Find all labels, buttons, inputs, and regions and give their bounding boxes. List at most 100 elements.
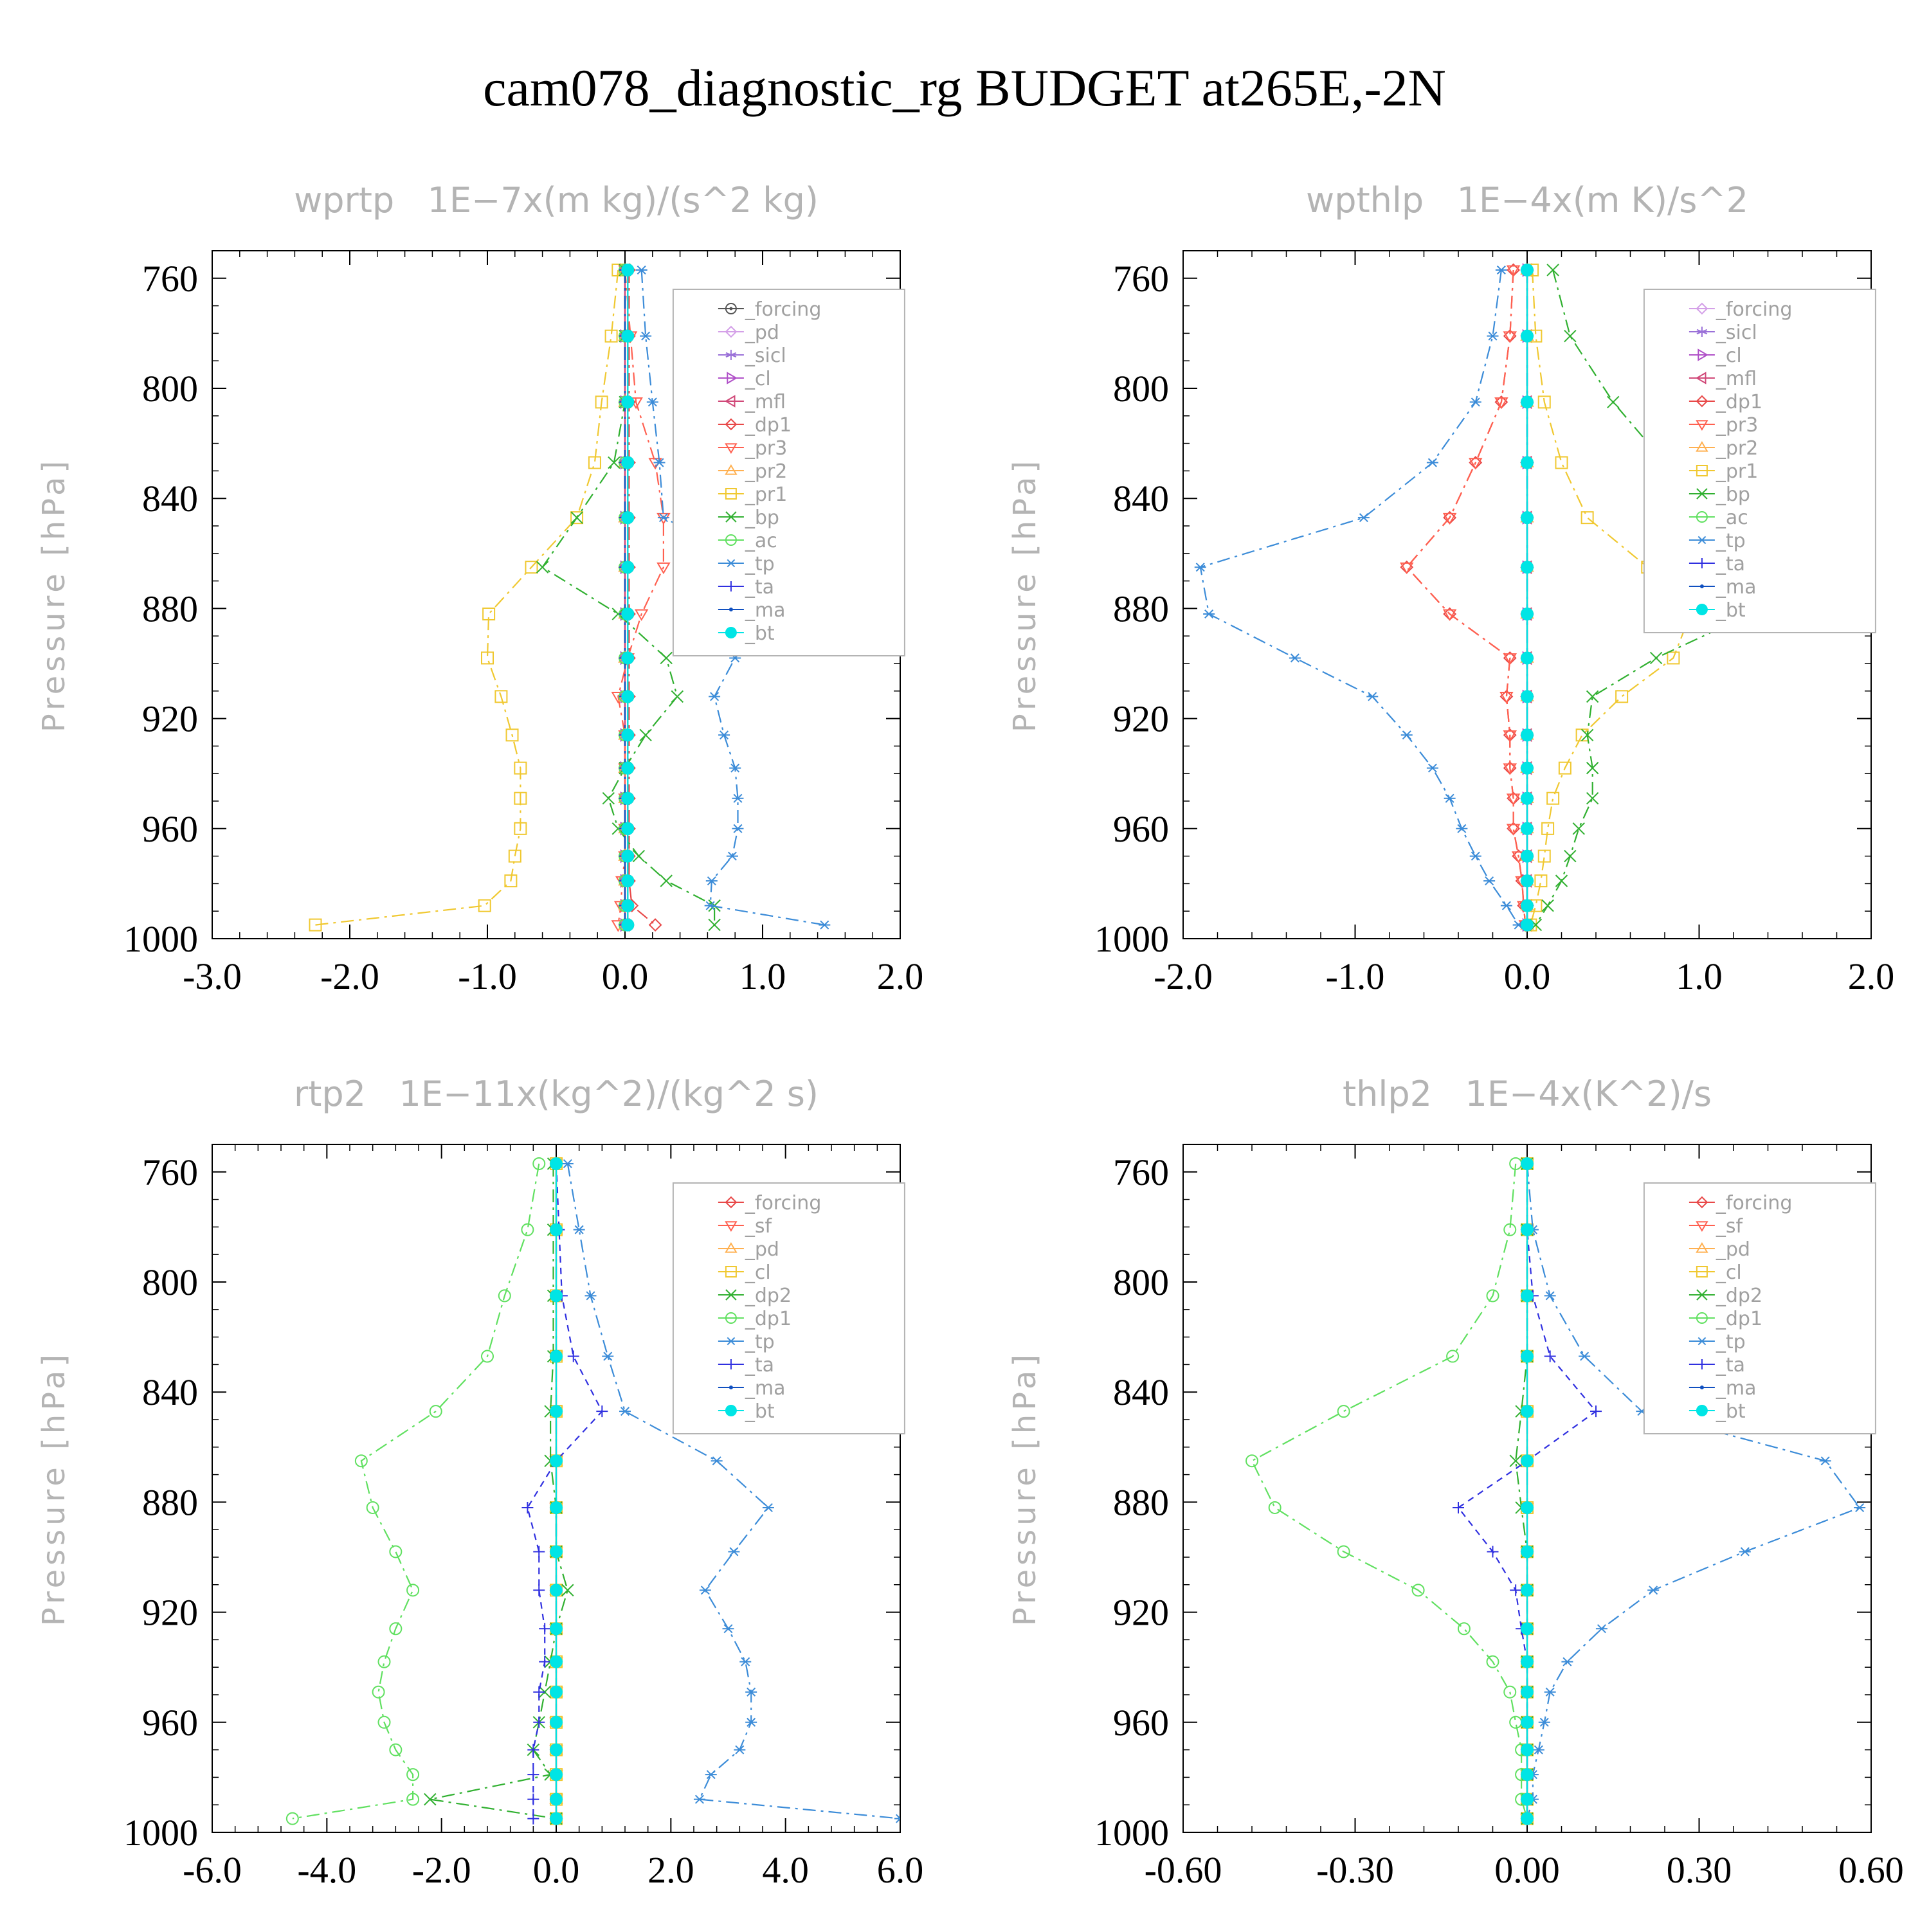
series-line bbox=[1251, 1163, 1528, 1819]
legend-box bbox=[672, 289, 905, 656]
data-point bbox=[1537, 395, 1551, 409]
legend-item: _ta bbox=[718, 1354, 774, 1377]
data-point bbox=[1453, 1501, 1464, 1513]
legend-item: _dp2 bbox=[718, 1285, 792, 1307]
legend-marker bbox=[1696, 488, 1708, 500]
legend-label: _bp bbox=[1716, 483, 1750, 506]
data-point bbox=[527, 1793, 539, 1805]
data-point bbox=[621, 899, 635, 912]
y-tick-label: 800 bbox=[142, 368, 198, 410]
data-point bbox=[1487, 331, 1499, 341]
y-tick-label: 880 bbox=[142, 588, 198, 629]
data-point bbox=[309, 918, 322, 932]
data-point bbox=[1647, 1585, 1660, 1595]
data-point bbox=[550, 1545, 563, 1558]
legend-item: _sf bbox=[1689, 1215, 1744, 1238]
data-point bbox=[1607, 395, 1620, 409]
legend-item: _dp1 bbox=[718, 1308, 792, 1330]
panel-1: wprtp 1E−7x(m kg)/(s^2 kg) Pressure [hPa]… bbox=[36, 180, 923, 997]
x-tick-label: 0.60 bbox=[1838, 1849, 1904, 1891]
data-point bbox=[1544, 1350, 1556, 1362]
data-point bbox=[728, 1547, 740, 1557]
data-point bbox=[611, 822, 625, 835]
legend-item: _mfl bbox=[718, 391, 786, 413]
data-point bbox=[1590, 1405, 1602, 1418]
legend-label: _bt bbox=[745, 1400, 775, 1423]
x-tick-label: 1.0 bbox=[1676, 955, 1723, 997]
data-point bbox=[377, 1655, 391, 1668]
data-point bbox=[745, 1717, 757, 1727]
data-point bbox=[1442, 512, 1457, 525]
y-tick-label: 960 bbox=[1113, 1702, 1169, 1744]
data-point bbox=[1503, 653, 1517, 665]
y-tick-label: 840 bbox=[1113, 1371, 1169, 1413]
data-point bbox=[621, 329, 635, 343]
data-point bbox=[584, 1291, 597, 1301]
data-point bbox=[1541, 899, 1554, 912]
legend-item: _forcing bbox=[1689, 1192, 1792, 1214]
legend-marker bbox=[725, 325, 738, 338]
legend-label: _ma bbox=[745, 1377, 786, 1400]
data-point bbox=[539, 1656, 551, 1668]
data-point bbox=[478, 899, 491, 912]
data-point bbox=[1509, 1454, 1522, 1467]
data-point bbox=[1558, 761, 1571, 775]
panel-title: wpthlp 1E−4x(m K)/s^2 bbox=[1306, 180, 1748, 221]
legend-marker bbox=[725, 1221, 738, 1232]
data-point bbox=[406, 1584, 420, 1597]
data-point bbox=[1521, 761, 1534, 775]
data-point bbox=[1521, 1655, 1534, 1668]
data-point bbox=[1499, 692, 1514, 704]
legend-marker bbox=[1696, 465, 1708, 476]
series-line bbox=[1530, 269, 1692, 925]
data-point bbox=[424, 1792, 437, 1806]
data-point bbox=[1521, 1685, 1534, 1699]
legend-label: _pr2 bbox=[745, 460, 787, 483]
legend-item: _bt bbox=[1689, 599, 1746, 622]
data-point bbox=[1521, 1501, 1534, 1514]
y-tick-label: 920 bbox=[1113, 1592, 1169, 1634]
legend-marker bbox=[1698, 348, 1708, 361]
legend-label: _bt bbox=[1716, 599, 1746, 622]
legend-marker bbox=[1696, 420, 1708, 431]
x-tick-label: -1.0 bbox=[1326, 955, 1385, 997]
data-point bbox=[704, 901, 716, 910]
legend-marker bbox=[1696, 395, 1708, 408]
data-point bbox=[550, 1584, 563, 1597]
x-tick-label: -2.0 bbox=[320, 955, 379, 997]
data-point bbox=[372, 1685, 385, 1699]
legend-label: _ma bbox=[745, 599, 786, 622]
data-point bbox=[550, 1405, 563, 1418]
legend-label: _ma bbox=[1716, 1377, 1757, 1400]
data-point bbox=[660, 651, 673, 665]
legend-marker bbox=[1696, 1266, 1708, 1277]
legend-item: _ma bbox=[1689, 576, 1757, 599]
data-point bbox=[1521, 607, 1534, 620]
data-point bbox=[1268, 1501, 1281, 1514]
data-point bbox=[635, 265, 648, 275]
legend-item: _forcing bbox=[1689, 298, 1792, 321]
legend-item: _cl bbox=[718, 1261, 771, 1284]
data-point bbox=[1442, 609, 1457, 621]
legend-label: _pr1 bbox=[1716, 460, 1758, 483]
data-point bbox=[1487, 1546, 1499, 1558]
legend-marker bbox=[725, 1289, 737, 1301]
legend-label: _tp bbox=[745, 1331, 775, 1353]
data-point bbox=[1426, 458, 1438, 467]
data-point bbox=[1521, 1545, 1534, 1558]
data-point bbox=[732, 793, 744, 803]
series-line bbox=[628, 270, 656, 926]
legend-marker bbox=[725, 1266, 737, 1277]
data-point bbox=[1595, 1624, 1608, 1634]
y-tick-label: 880 bbox=[142, 1481, 198, 1523]
data-point bbox=[366, 1501, 379, 1514]
legend-item: _pr2 bbox=[718, 460, 787, 483]
legend: _forcing_sf_pd_cl_dp2_dp1_tp_ta_ma_bt bbox=[672, 1182, 905, 1434]
legend-marker bbox=[725, 581, 736, 591]
data-point bbox=[1521, 263, 1534, 276]
x-tick-label: -3.0 bbox=[183, 955, 242, 997]
data-point bbox=[1521, 561, 1534, 574]
legend: _forcing_pd_sicl_cl_mfl_dp1_pr3_pr2_pr1_… bbox=[672, 289, 905, 656]
series-bt bbox=[1521, 263, 1534, 932]
data-point bbox=[550, 1223, 563, 1236]
